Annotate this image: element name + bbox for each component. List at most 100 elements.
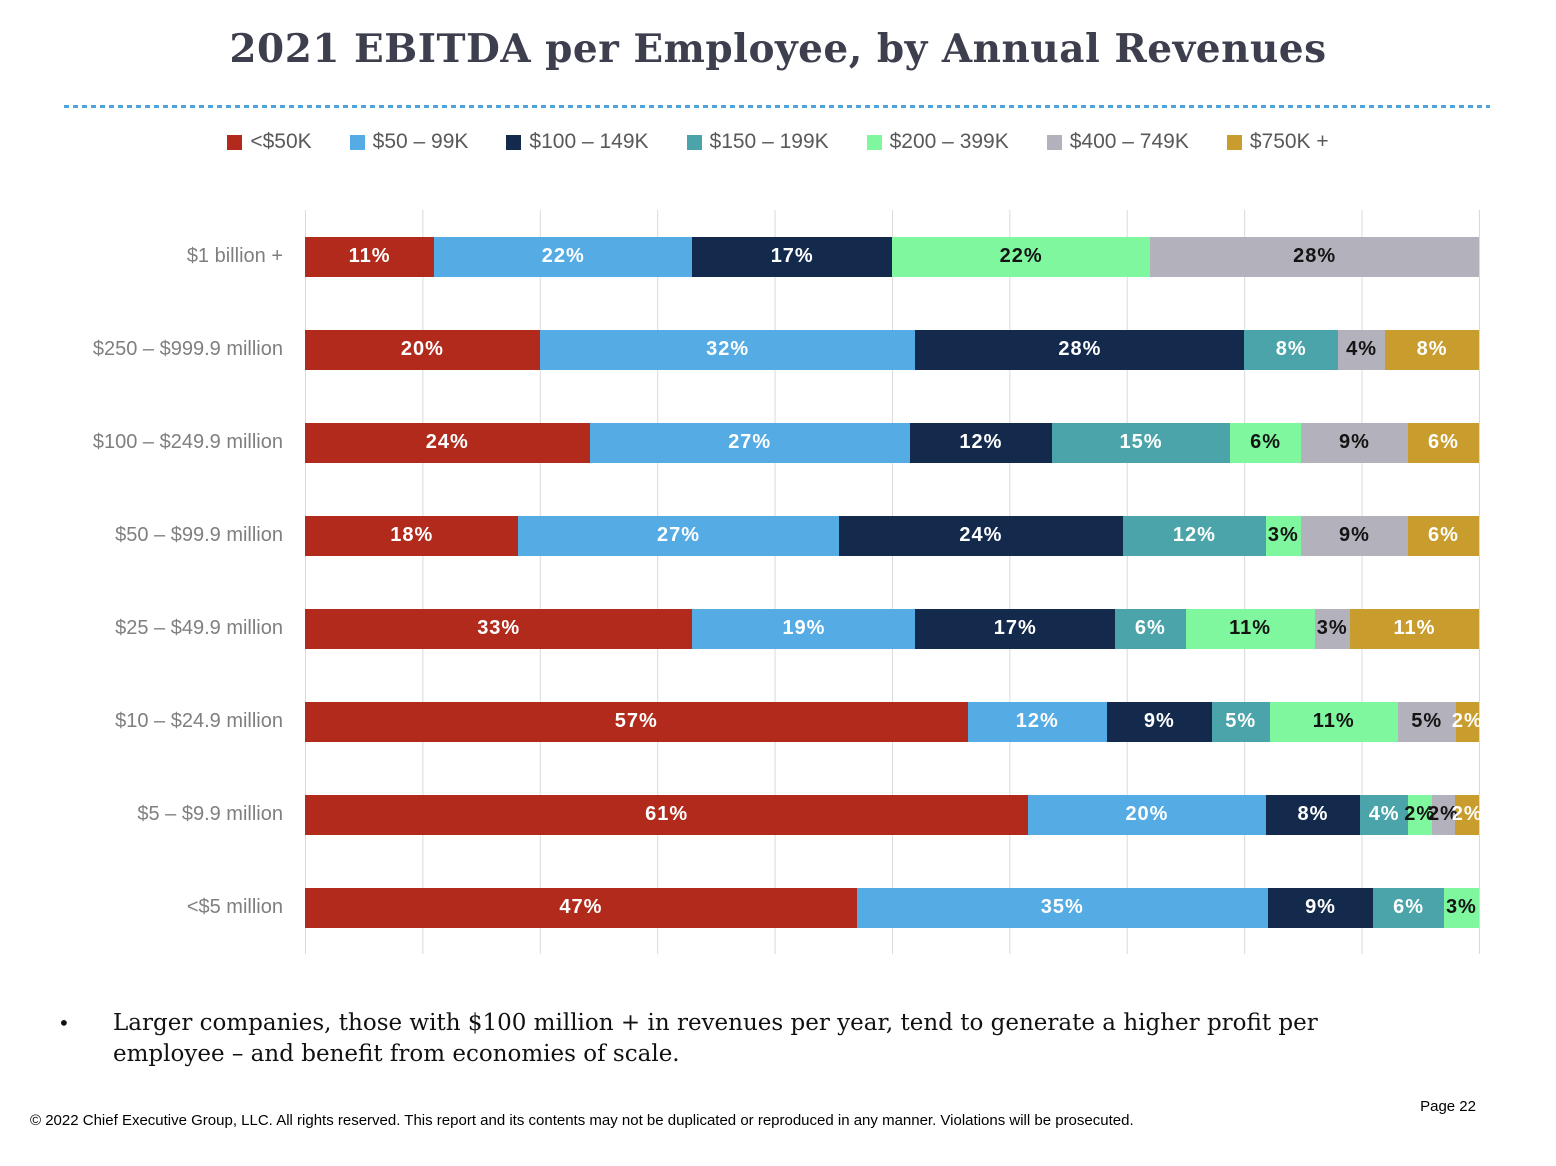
bar-segment: 33% — [305, 608, 693, 649]
category-axis: $1 billion + $250 – $999.9 million $100 – … — [40, 210, 305, 954]
page-number: Page 22 — [1420, 1098, 1476, 1115]
legend-label: <$50K — [250, 130, 312, 153]
category-label: $25 – $49.9 million — [115, 617, 283, 639]
bar-segment-value: 19% — [782, 617, 826, 639]
bar-segment: 2% — [1428, 794, 1458, 835]
bar-segment: 5% — [1397, 701, 1456, 742]
bar-segment: 12% — [1123, 515, 1266, 556]
bar-segment: 4% — [1338, 329, 1386, 370]
stacked-bar: 20% 32% 28% 8% 4% 8% — [305, 329, 1479, 370]
bar-segment-value: 3% — [1316, 617, 1348, 639]
legend-item-3: $100 – 149K — [506, 130, 649, 154]
bar-segment: 47% — [305, 887, 857, 928]
bullet-icon: • — [58, 1011, 70, 1035]
legend-item-2: $50 – 99K — [349, 130, 468, 154]
bar-segment-value: 20% — [1125, 803, 1169, 825]
bar-segment: 20% — [305, 329, 540, 370]
bar-segment-value: 24% — [425, 431, 469, 453]
bar-segment: 2% — [1452, 701, 1482, 742]
bar-segment: 3% — [1314, 608, 1350, 649]
bar-segment: 61% — [305, 794, 1029, 835]
bar-segment: 28% — [915, 329, 1245, 370]
category-label: $10 – $24.9 million — [115, 710, 283, 732]
category-label: $100 – $249.9 million — [92, 431, 283, 453]
bar-segment: 9% — [1107, 701, 1212, 742]
bar-segment-value: 27% — [728, 431, 772, 453]
bar-segment: 11% — [1269, 701, 1398, 742]
category-label: <$5 million — [186, 896, 283, 918]
bar-segment: 2% — [1404, 794, 1434, 835]
bar-segment-value: 27% — [657, 524, 701, 546]
bar-segment-value: 9% — [1339, 524, 1370, 546]
legend-label: $200 – 399K — [889, 130, 1009, 153]
bullet-text: Larger companies, those with $100 millio… — [113, 1010, 1318, 1068]
stacked-bar: 47% 35% 9% 6% 3% — [305, 887, 1479, 928]
legend-swatch-icon — [1046, 134, 1062, 150]
bar-segment: 19% — [692, 608, 916, 649]
stacked-bar: 11% 22% 17% 22% 28% — [305, 236, 1479, 277]
bar-segment-value: 11% — [348, 245, 391, 267]
bar-segment: 24% — [838, 515, 1124, 556]
bar-segment-value: 12% — [1015, 710, 1059, 732]
legend-item-5: $200 – 399K — [866, 130, 1009, 154]
bar-segment-value: 6% — [1134, 617, 1166, 639]
legend-swatch-icon — [349, 134, 365, 150]
bar-row: 24% 27% 12% 15% 6% 9% 6% — [305, 396, 1480, 489]
bar-segment-value: 32% — [706, 338, 750, 360]
category-label: $50 – $99.9 million — [115, 524, 283, 546]
legend-item-6: $400 – 749K — [1046, 130, 1189, 154]
legend-label: $100 – 149K — [529, 130, 649, 153]
bar-segment-value: 61% — [645, 803, 689, 825]
bar-segment: 9% — [1267, 887, 1374, 928]
bar-segment-value: 2% — [1404, 803, 1436, 825]
bar-segment-value: 2% — [1451, 710, 1483, 732]
legend-label: $750K + — [1249, 130, 1329, 153]
category-label: $5 – $9.9 million — [137, 803, 283, 825]
legend-item-4: $150 – 199K — [686, 130, 829, 154]
legend: <$50K $50 – 99K $100 – 149K $150 – 199K $200… — [0, 130, 1556, 154]
bar-segment-value: 4% — [1368, 803, 1400, 825]
bar-segment: 11% — [1349, 608, 1479, 649]
bar-segment: 6% — [1229, 422, 1302, 463]
bar-segment-value: 12% — [1172, 524, 1216, 546]
bar-segment: 12% — [967, 701, 1108, 742]
bar-segment-value: 8% — [1416, 338, 1448, 360]
bar-segment: 18% — [305, 515, 519, 556]
bar-segment-value: 6% — [1393, 896, 1425, 918]
bar-segment-value: 28% — [1058, 338, 1102, 360]
bar-segment-value: 47% — [559, 896, 603, 918]
legend-item-1: <$50K — [227, 130, 312, 154]
bar-segment: 27% — [518, 515, 839, 556]
legend-item-7: $750K + — [1226, 130, 1329, 154]
bar-segment: 57% — [305, 701, 968, 742]
bar-segment: 20% — [1028, 794, 1266, 835]
bar-segment-value: 15% — [1119, 431, 1163, 453]
bullet-note: • Larger companies, those with $100 mill… — [58, 1008, 1428, 1070]
bar-segment: 17% — [915, 608, 1116, 649]
bar-segment-value: 12% — [959, 431, 1003, 453]
bar-segment: 3% — [1443, 887, 1479, 928]
bar-segment-value: 2% — [1451, 803, 1483, 825]
bar-segment-value: 4% — [1346, 338, 1378, 360]
bar-segment-value: 35% — [1040, 896, 1084, 918]
bar-segment: 27% — [589, 422, 910, 463]
bar-row: 57% 12% 9% 5% 11% 5% 2% — [305, 675, 1482, 768]
stacked-bar: 57% 12% 9% 5% 11% 5% 2% — [305, 701, 1482, 742]
legend-label: $150 – 199K — [709, 130, 829, 153]
bar-segment: 9% — [1301, 515, 1408, 556]
bar-segment-value: 9% — [1305, 896, 1336, 918]
bar-segment-value: 6% — [1427, 524, 1459, 546]
stacked-bar: 33% 19% 17% 6% 11% 3% 11% — [305, 608, 1479, 649]
dashed-divider — [64, 105, 1490, 108]
legend-swatch-icon — [227, 134, 243, 150]
stacked-bar: 24% 27% 12% 15% 6% 9% 6% — [305, 422, 1480, 463]
stacked-bar: 18% 27% 24% 12% 3% 9% 6% — [305, 515, 1480, 556]
bar-segment-value: 24% — [959, 524, 1003, 546]
bar-row: 18% 27% 24% 12% 3% 9% 6% — [305, 489, 1480, 582]
bar-segment: 28% — [1150, 236, 1479, 277]
bar-segment-value: 3% — [1445, 896, 1477, 918]
bar-segment: 4% — [1360, 794, 1408, 835]
page-title: 2021 EBITDA per Employee, by Annual Reve… — [229, 26, 1327, 72]
bar-row: 61% 20% 8% 4% 2% 2% 2% — [305, 768, 1482, 861]
